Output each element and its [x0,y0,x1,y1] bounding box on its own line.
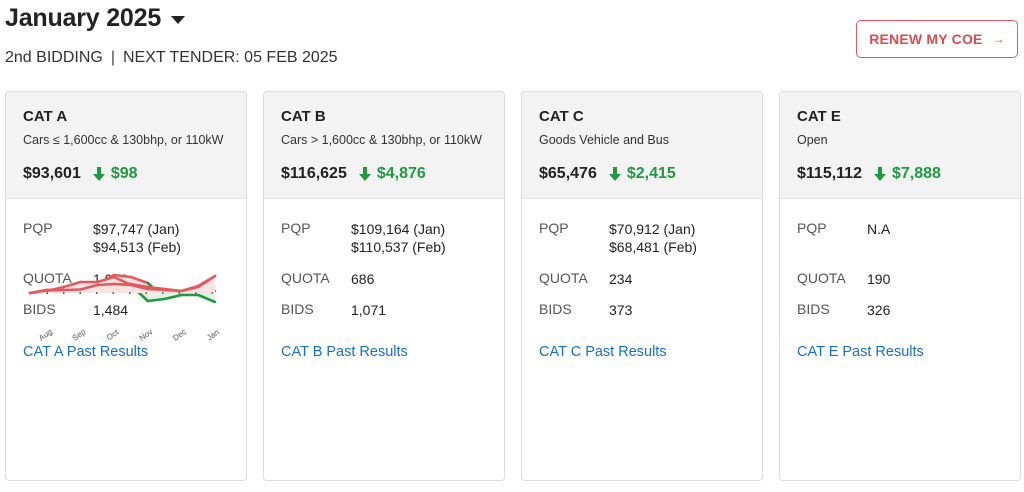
category-description: Cars ≤ 1,600cc & 130bhp, or 110kW [23,133,224,147]
card-cat-e: CAT E Open $115,112 $7,888 PQP N.A QUOTA [28,91,1021,481]
pqp-row: PQP $70,912 (Jan) $68,481 (Feb) [539,220,745,270]
page-title[interactable]: January 2025 [5,4,162,32]
quota-row: QUOTA 686 [281,270,487,301]
category-name: CAT C [539,108,584,125]
renew-coe-label[interactable]: RENEW MY COE [869,31,983,47]
pqp-row: PQP N.A [797,220,1003,270]
premium-price: $65,476 [539,165,597,182]
bids-label: BIDS [23,301,56,317]
coe-cards: CAT A Cars ≤ 1,600cc & 130bhp, or 110kW … [5,91,1021,481]
quota-label: QUOTA [797,270,846,286]
renew-coe-button[interactable]: RENEW MY COE → [856,20,1018,58]
bidding-round: 2nd BIDDING [5,49,103,66]
price-row: $116,625 $4,876 [281,165,487,183]
pqp-value-2: $68,481 (Feb) [609,239,697,255]
category-name: CAT E [797,108,841,125]
card-header: CAT B Cars > 1,600cc & 130bhp, or 110kW … [264,92,504,199]
sparkline-segment [129,275,150,285]
pqp-value-2: $110,537 (Feb) [351,239,446,255]
month-selector[interactable]: January 2025 [5,4,338,33]
down-arrow-icon [92,167,105,181]
page-header: January 2025 2nd BIDDING | NEXT TENDER: … [5,4,338,67]
quota-row: QUOTA 234 [539,270,745,301]
pqp-values: $109,164 (Jan) $110,537 (Feb) [351,220,446,270]
bids-value: 326 [867,302,891,318]
quota-label: QUOTA [539,270,588,286]
bids-row: BIDS 373 [539,301,745,343]
bids-label: BIDS [797,301,830,317]
down-arrow-icon [873,167,886,181]
price-change-value: $98 [110,165,138,182]
pqp-label: PQP [23,220,53,236]
sparkline-segment [112,273,133,279]
card-body: PQP $109,164 (Jan) $110,537 (Feb) QUOTA … [264,199,504,361]
quota-label: QUOTA [281,270,330,286]
premium-price: $116,625 [281,165,347,182]
card-body: PQP N.A QUOTA 190 BIDS 326 CAT E Past Re… [780,199,1020,361]
pqp-value-1: N.A [867,221,891,237]
bids-row: BIDS 1,071 [281,301,487,343]
bids-label: BIDS [539,301,572,317]
pqp-values: N.A [867,220,890,270]
price-change: $7,888 [873,165,941,183]
bids-value: 1,484 [93,302,129,318]
card-header: CAT C Goods Vehicle and Bus $65,476 $2,4… [522,92,762,199]
pqp-values: $70,912 (Jan) $68,481 (Feb) [609,220,697,270]
separator: | [110,49,115,66]
past-results-link[interactable]: CAT E Past Results [797,344,924,360]
bids-label: BIDS [281,301,314,317]
card-header: CAT E Open $115,112 $7,888 [780,92,1020,199]
price-change: $98 [92,165,138,183]
arrow-right-icon[interactable]: → [992,32,1005,46]
category-description: Open [797,133,828,147]
bids-value: 1,071 [351,302,387,318]
bids-value: 373 [609,302,633,318]
pqp-row: PQP $109,164 (Jan) $110,537 (Feb) [281,220,487,270]
past-results-link[interactable]: CAT A Past Results [23,344,149,360]
pqp-values: $97,747 (Jan) $94,513 (Feb) [93,220,181,270]
past-results-link[interactable]: CAT C Past Results [539,344,667,360]
price-row: $93,601 $98 [23,165,229,183]
bids-row: BIDS 1,484 [23,301,229,343]
price-change: $4,876 [358,165,426,183]
down-arrow-icon [358,167,371,181]
card-body: PQP $70,912 (Jan) $68,481 (Feb) QUOTA 23… [522,199,762,361]
category-name: CAT A [23,108,68,125]
quota-value: 686 [351,271,375,287]
pqp-value-1: $97,747 (Jan) [93,221,180,237]
pqp-value-1: $109,164 (Jan) [351,221,446,237]
next-tender: NEXT TENDER: 05 FEB 2025 [122,49,338,66]
pqp-label: PQP [797,220,827,236]
card-header: CAT A Cars ≤ 1,600cc & 130bhp, or 110kW … [6,92,246,199]
quota-value: 190 [867,271,891,287]
category-name: CAT B [281,108,326,125]
pqp-label: PQP [539,220,569,236]
price-change-value: $7,888 [891,165,941,182]
premium-price: $93,601 [23,165,81,182]
card-cat-b: CAT B Cars > 1,600cc & 130bhp, or 110kW … [28,91,505,481]
price-change-value: $2,415 [626,165,676,182]
caret-down-icon[interactable] [171,15,186,24]
past-results-link[interactable]: CAT B Past Results [281,344,408,360]
category-description: Goods Vehicle and Bus [539,133,669,147]
pqp-value-1: $70,912 (Jan) [609,221,696,237]
pqp-row: PQP $97,747 (Jan) $94,513 (Feb) [23,220,229,270]
down-arrow-icon [608,167,621,181]
quota-label: QUOTA [23,270,72,286]
quota-value: 234 [609,271,633,287]
category-description: Cars > 1,600cc & 130bhp, or 110kW [281,133,482,147]
card-cat-c: CAT C Goods Vehicle and Bus $65,476 $2,4… [28,91,763,481]
quota-row: QUOTA 190 [797,270,1003,301]
price-row: $65,476 $2,415 [539,165,745,183]
bidding-info: 2nd BIDDING | NEXT TENDER: 05 FEB 2025 [5,49,338,67]
price-row: $115,112 $7,888 [797,165,1003,183]
premium-price: $115,112 [797,165,862,182]
pqp-value-2: $94,513 (Feb) [93,239,181,255]
bids-row: BIDS 326 [797,301,1003,343]
price-change: $2,415 [608,165,676,183]
pqp-label: PQP [281,220,311,236]
price-change-value: $4,876 [376,165,426,182]
